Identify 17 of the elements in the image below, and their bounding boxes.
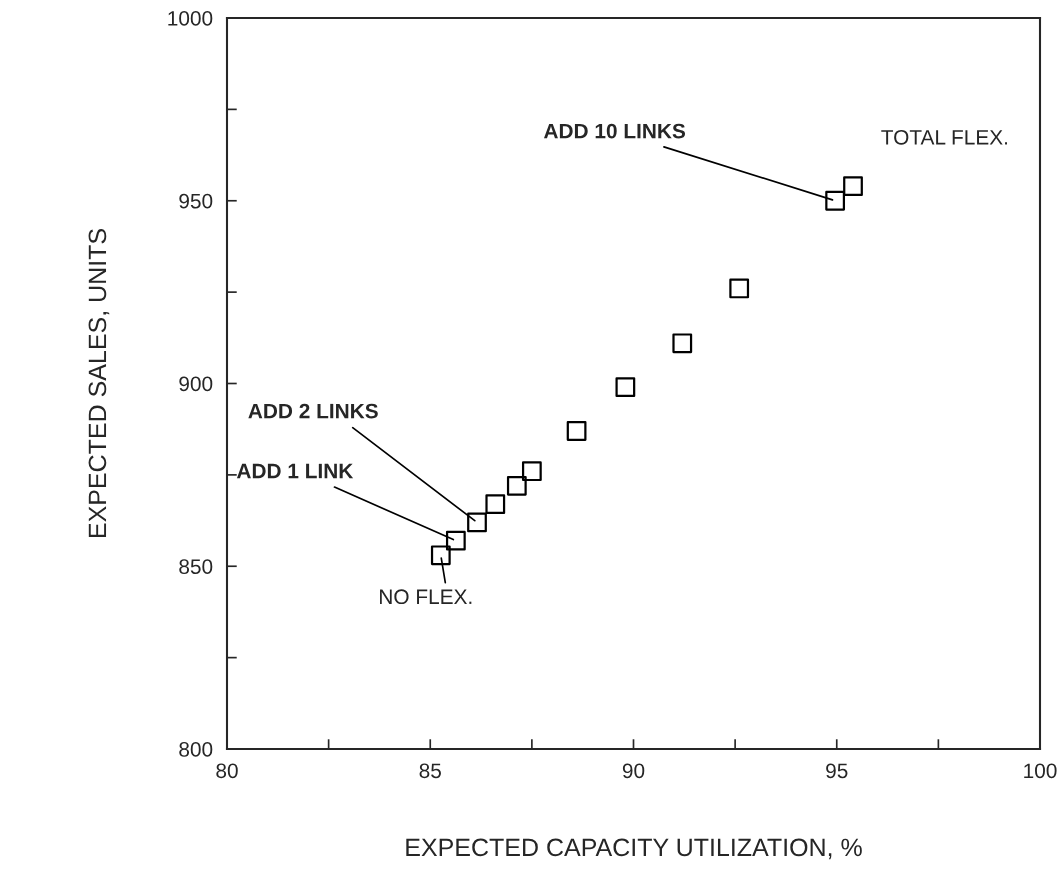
y-tick-label: 850	[179, 559, 213, 574]
x-tick-label: 85	[419, 763, 441, 779]
x-axis-title: EXPECTED CAPACITY UTILIZATION, %	[406, 838, 862, 860]
y-tick-label: 1000	[168, 11, 213, 26]
annotation: ADD 2 LINKS	[248, 403, 378, 419]
annotation: NO FLEX.	[380, 589, 472, 605]
x-tick-label: 90	[622, 763, 645, 779]
x-tick-label: 100	[1024, 763, 1057, 779]
x-tick-label: 95	[826, 763, 848, 779]
annotation: TOTAL FLEX.	[881, 129, 1008, 145]
x-tick-label: 80	[216, 763, 238, 779]
annotation: ADD 1 LINK	[236, 463, 354, 479]
y-axis-title: EXPECTED SALES, UNITS	[88, 229, 110, 538]
y-tick-label: 950	[179, 193, 213, 209]
y-tick-label: 800	[179, 742, 213, 757]
y-tick-label: 900	[179, 376, 213, 392]
annotation: ADD 10 LINKS	[543, 123, 686, 139]
